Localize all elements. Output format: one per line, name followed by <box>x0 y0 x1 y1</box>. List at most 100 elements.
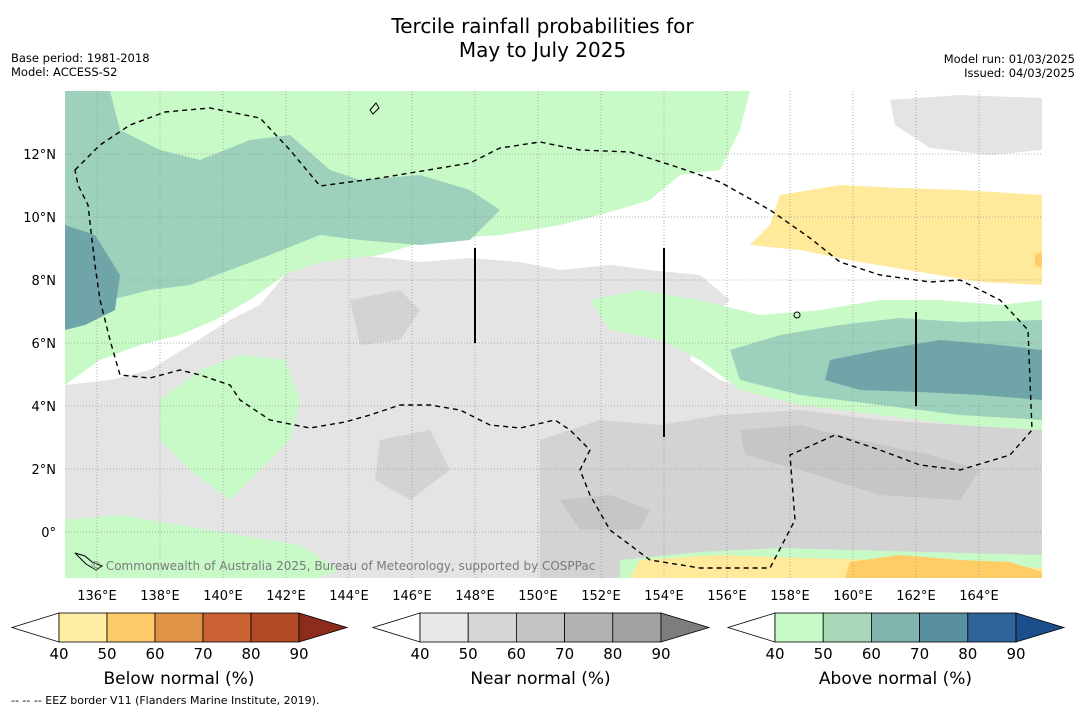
colorbar-tick-label: 90 <box>651 645 670 663</box>
colorbar-legends: 40 50 60 70 80 90 Below normal (%) 40 50 60 70 80 90… <box>10 612 1066 689</box>
colorbar-tick-label: 70 <box>555 645 574 663</box>
issued-label: Issued: 04/03/2025 <box>964 66 1075 80</box>
colorbar-tick-label: 70 <box>193 645 212 663</box>
colorbar-tick-label: 60 <box>145 645 164 663</box>
colorbar-segment <box>467 612 517 643</box>
colorbar-tick-label: 40 <box>49 645 68 663</box>
colorbar-tick-label: 60 <box>507 645 526 663</box>
colorbar-segment <box>202 612 252 643</box>
title-line-1: Tercile rainfall probabilities for <box>391 14 694 38</box>
above-normal-region-60 <box>825 340 1042 400</box>
colorbar-tick-label: 60 <box>862 645 881 663</box>
colorbar-tick-label: 90 <box>1006 645 1025 663</box>
longitude-tick-label: 146°E <box>392 589 432 604</box>
colorbar-segment <box>967 612 1017 643</box>
model-label: Model: ACCESS-S2 <box>11 65 118 79</box>
base-period-label: Base period: 1981-2018 <box>11 51 150 65</box>
colorbar-segment <box>774 612 824 643</box>
above-normal-region-60 <box>65 225 120 330</box>
latitude-tick-label: 4°N <box>32 400 57 415</box>
colorbar-segment <box>564 612 614 643</box>
longitude-labels: 136°E 138°E 140°E 142°E 144°E 146°E 148°E 150°E… <box>77 589 999 604</box>
colorbar-segment <box>871 612 921 643</box>
colorbar-extend-high <box>660 612 711 643</box>
below-normal-region-50 <box>845 555 1042 578</box>
longitude-tick-label: 140°E <box>203 589 243 604</box>
colorbar-tick-label: 50 <box>814 645 833 663</box>
longitude-tick-label: 154°E <box>644 589 684 604</box>
longitude-tick-label: 160°E <box>833 589 873 604</box>
colorbar-segment <box>919 612 969 643</box>
model-info: Base period: 1981-2018 Model: ACCESS-S2 <box>11 51 150 79</box>
probability-field: © Commonwealth of Australia 2025, Bureau… <box>65 91 1042 578</box>
colorbar: 40 50 60 70 80 90 Below normal (%) <box>10 612 349 689</box>
colorbar-tick-label: 40 <box>765 645 784 663</box>
colorbar-segment <box>58 612 108 643</box>
above-normal-region <box>160 355 300 500</box>
colorbar-segment <box>106 612 156 643</box>
colorbar: 40 50 60 70 80 90 Above normal (%) <box>726 612 1066 689</box>
near-normal-region-50 <box>375 430 450 500</box>
longitude-tick-label: 144°E <box>329 589 369 604</box>
colorbar-tick-label: 80 <box>241 645 260 663</box>
colorbar-extend-high <box>298 612 349 643</box>
model-run-label: Model run: 01/03/2025 <box>943 52 1075 66</box>
latitude-tick-label: 10°N <box>23 211 56 226</box>
eez-footnote: -- -- -- EEZ border V11 (Flanders Marine… <box>11 694 320 707</box>
title-line-2: May to July 2025 <box>458 38 627 62</box>
longitude-tick-label: 152°E <box>581 589 621 604</box>
longitude-tick-label: 156°E <box>707 589 747 604</box>
latitude-tick-label: 8°N <box>32 274 57 289</box>
above-normal-region <box>65 515 340 578</box>
above-normal-region-50 <box>65 91 500 305</box>
colorbar-segment <box>419 612 469 643</box>
near-normal-region-50 <box>350 290 420 345</box>
longitude-tick-label: 142°E <box>266 589 306 604</box>
near-normal-region-60 <box>560 495 650 530</box>
colorbar-tick-label: 70 <box>910 645 929 663</box>
latitude-tick-label: 2°N <box>32 463 57 478</box>
colorbar-tick-label: 40 <box>410 645 429 663</box>
map-title: Tercile rainfall probabilities for May t… <box>0 14 1085 62</box>
colorbar: 40 50 60 70 80 90 Near normal (%) <box>371 612 711 689</box>
colorbar-tick-label: 80 <box>603 645 622 663</box>
below-normal-region-50 <box>1035 252 1042 268</box>
longitude-tick-label: 138°E <box>140 589 180 604</box>
graticule <box>65 91 1042 578</box>
colorbar-segment <box>154 612 204 643</box>
colorbar-title: Above normal (%) <box>819 669 972 689</box>
near-normal-region-50 <box>540 410 1042 578</box>
below-normal-region <box>750 185 1042 285</box>
latitude-labels: 12°N 10°N 8°N 6°N 4°N 2°N 0° <box>23 148 56 541</box>
longitude-tick-label: 162°E <box>896 589 936 604</box>
longitude-tick-label: 158°E <box>770 589 810 604</box>
colorbar-extend-low <box>726 612 776 643</box>
colorbar-title: Below normal (%) <box>104 669 255 689</box>
colorbar-extend-low <box>10 612 60 643</box>
colorbar-segment <box>250 612 300 643</box>
colorbar-title: Near normal (%) <box>470 669 610 689</box>
colorbar-tick-label: 80 <box>958 645 977 663</box>
near-normal-region-60 <box>740 425 980 500</box>
island-markers <box>74 102 917 571</box>
copyright-text: © Commonwealth of Australia 2025, Bureau… <box>90 559 595 573</box>
latitude-tick-label: 6°N <box>32 337 57 352</box>
colorbar-tick-label: 50 <box>97 645 116 663</box>
near-normal-region <box>890 95 1042 155</box>
longitude-tick-label: 148°E <box>455 589 495 604</box>
eez-border-line <box>74 107 1033 569</box>
colorbar-segment <box>822 612 872 643</box>
colorbar-tick-label: 90 <box>289 645 308 663</box>
latitude-tick-label: 0° <box>41 526 56 541</box>
colorbar-tick-label: 50 <box>459 645 478 663</box>
colorbar-extend-high <box>1015 612 1066 643</box>
longitude-tick-label: 136°E <box>77 589 117 604</box>
colorbar-segment <box>612 612 662 643</box>
run-info: Model run: 01/03/2025 Issued: 04/03/2025 <box>944 52 1075 80</box>
colorbar-segment <box>516 612 566 643</box>
colorbar-extend-low <box>371 612 421 643</box>
latitude-tick-label: 12°N <box>23 148 56 163</box>
longitude-tick-label: 164°E <box>959 589 999 604</box>
longitude-tick-label: 150°E <box>518 589 558 604</box>
